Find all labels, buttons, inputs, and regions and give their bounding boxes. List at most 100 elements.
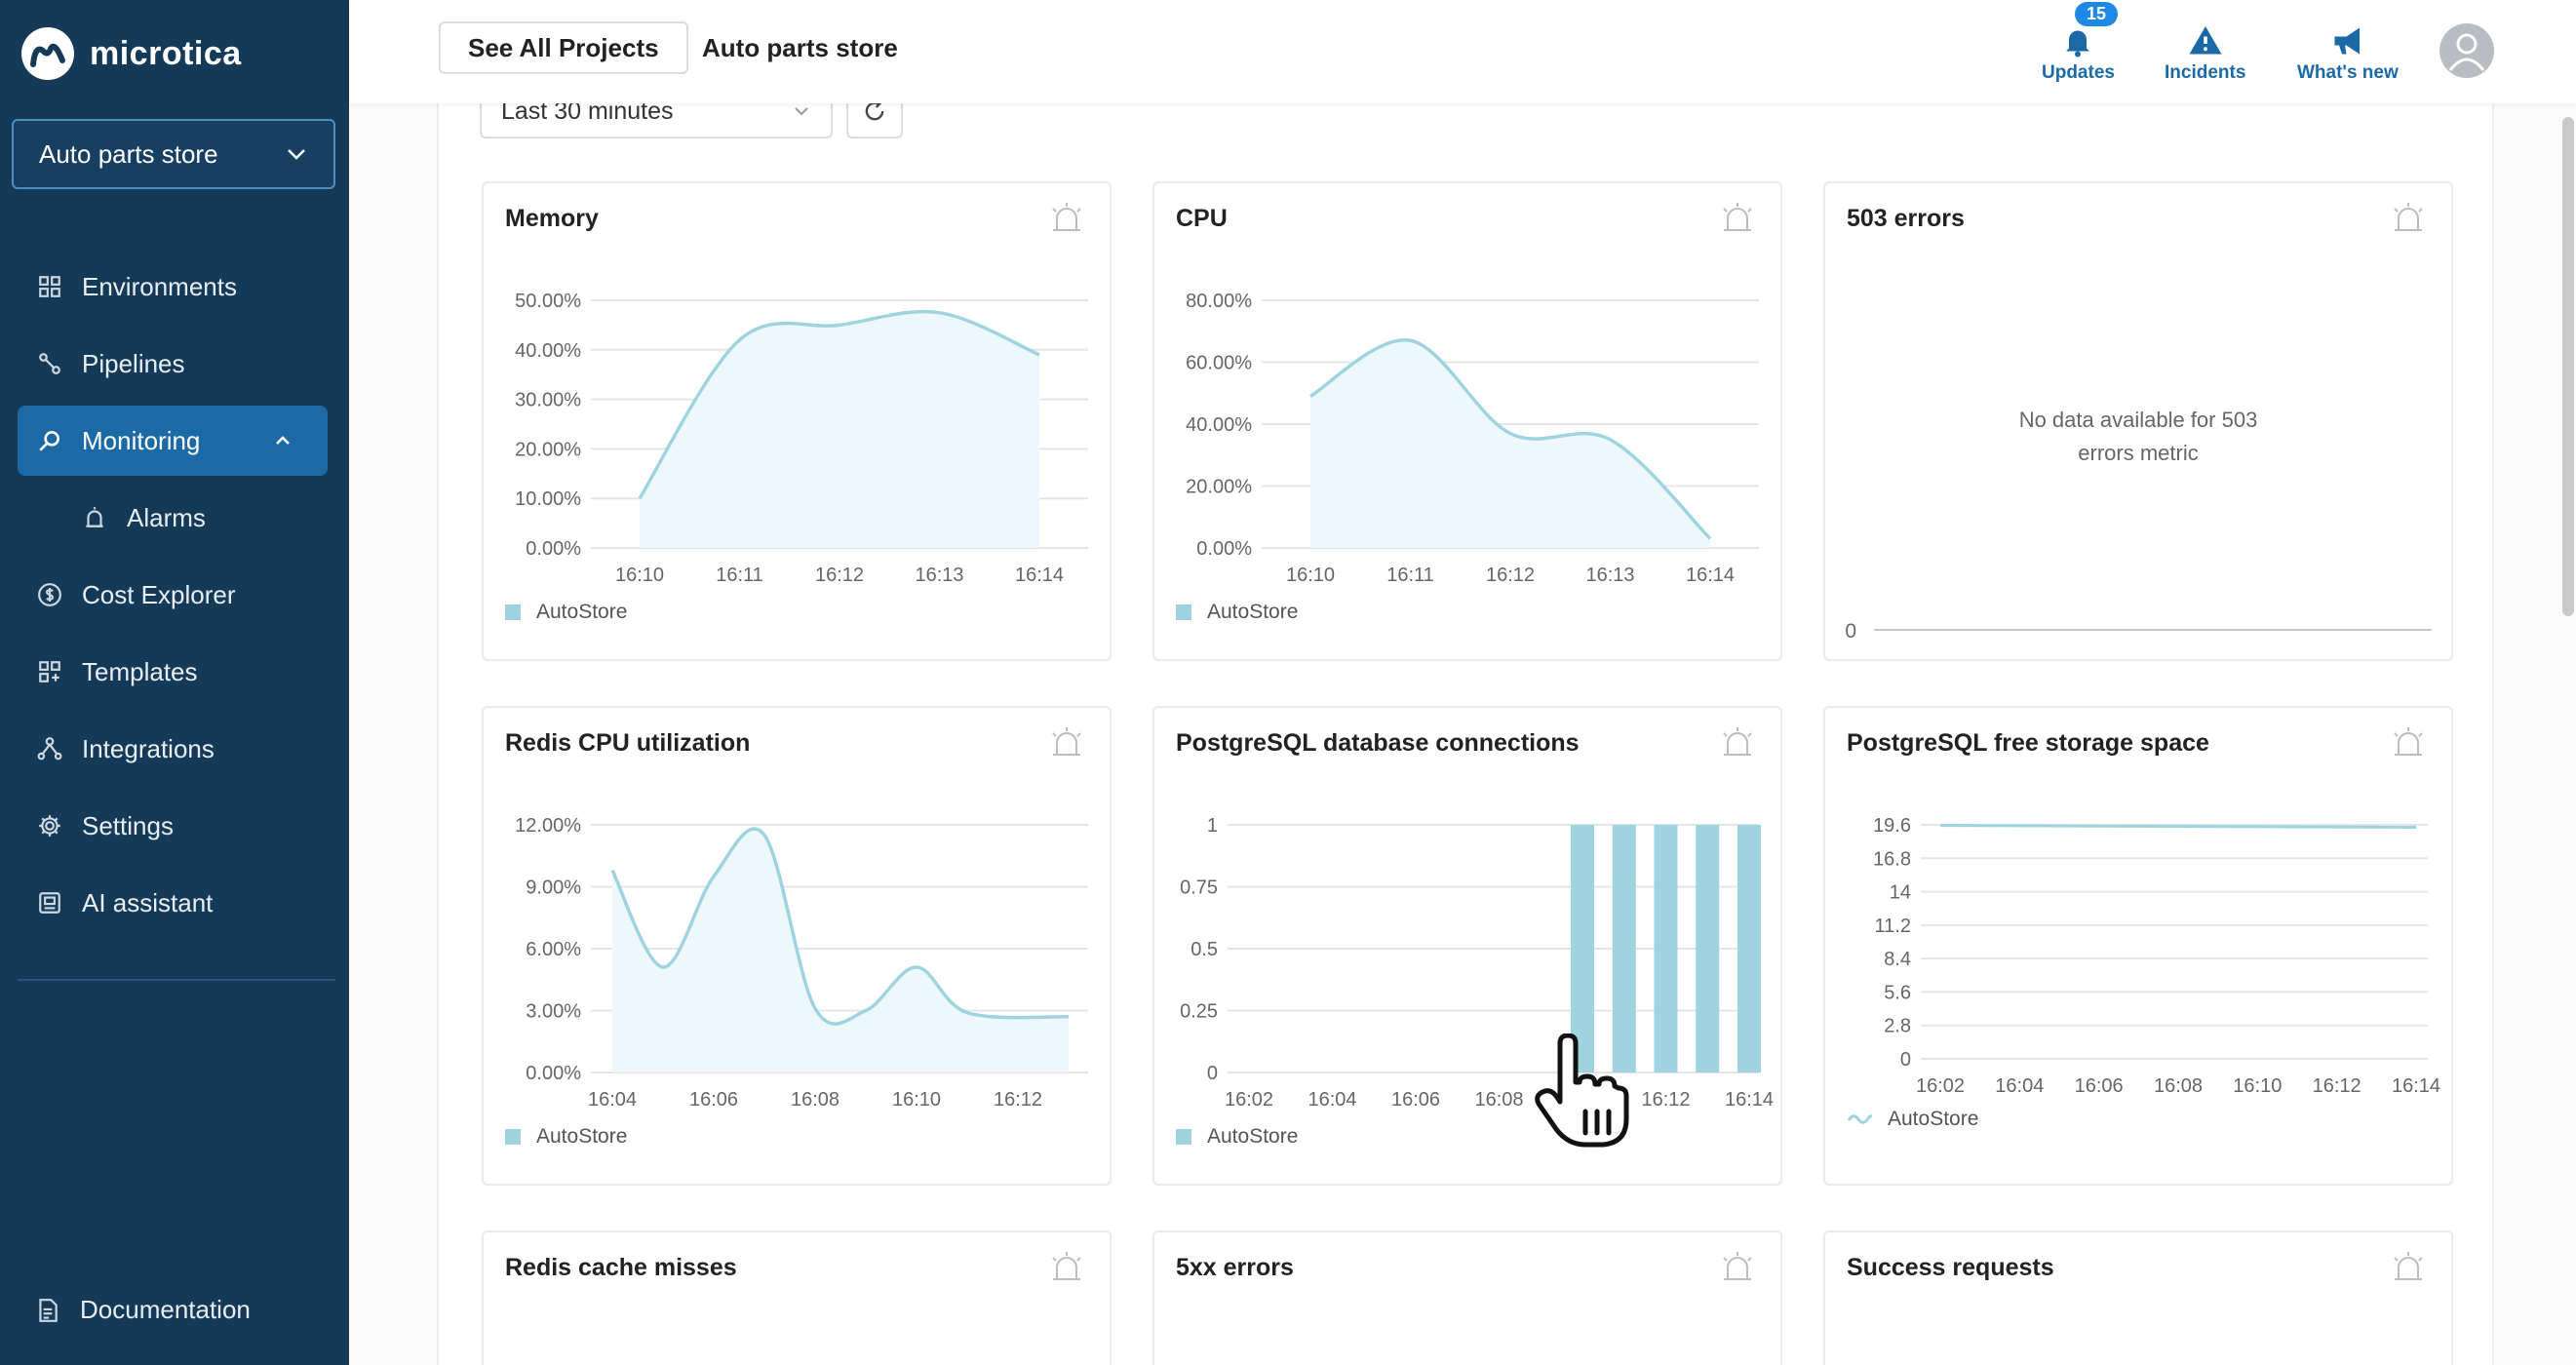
series-line xyxy=(610,827,1070,1026)
sidebar-item-documentation[interactable]: Documentation xyxy=(35,1295,251,1325)
x-tick-label: 16:08 xyxy=(1474,1089,1523,1111)
sidebar-item-label: Alarms xyxy=(127,502,206,532)
chart-card-pg-storage: PostgreSQL free storage space 0 2.8 5.6 8.4… xyxy=(1823,706,2453,1186)
avatar[interactable] xyxy=(2439,23,2494,78)
x-tick-label: 16:12 xyxy=(1641,1089,1690,1111)
top-header: See All Projects Auto parts store 15 Upd… xyxy=(349,0,2576,103)
chart-card-cpu: CPU 0.00% 20.00% 40.00% 60.00% 80.00% 16:10 16… xyxy=(1152,181,1782,661)
sidebar-item-ai-assistant[interactable]: AI assistant xyxy=(18,868,328,938)
updates-button[interactable]: 15 Updates xyxy=(2042,2,2119,84)
sidebar-item-cost-explorer[interactable]: Cost Explorer xyxy=(18,560,328,630)
alarm-add-icon[interactable] xyxy=(1718,723,1757,762)
sidebar-item-pipelines[interactable]: Pipelines xyxy=(18,329,328,399)
megaphone-icon xyxy=(2334,27,2360,55)
chart-plot: 00.250.50.75116:0216:0416:0616:0816:1016… xyxy=(1180,815,1774,1111)
pipeline-icon xyxy=(39,353,60,374)
y-tick-label: 0.75 xyxy=(1180,878,1218,899)
y-tick-label: 0.00% xyxy=(526,1063,581,1084)
y-tick-label: 30.00% xyxy=(515,390,581,411)
incidents-button[interactable]: Incidents xyxy=(2165,23,2245,84)
y-tick-label: 40.00% xyxy=(1186,414,1252,436)
legend-swatch xyxy=(505,1129,521,1145)
y-tick-label: 50.00% xyxy=(515,291,581,312)
microtica-logo-icon xyxy=(21,27,74,80)
y-tick-label: 0.5 xyxy=(1190,939,1218,960)
line-series-icon xyxy=(1847,1114,1873,1124)
y-tick-label: 0 xyxy=(1845,620,1856,643)
sidebar-item-label: Integrations xyxy=(82,733,215,763)
page-scrollbar[interactable] xyxy=(2562,117,2574,616)
sidebar-nav: Environments Pipelines Monitoring Alarms… xyxy=(18,252,328,945)
x-tick-label: 16:13 xyxy=(915,565,963,586)
series-area xyxy=(612,829,1069,1072)
incidents-label: Incidents xyxy=(2165,62,2246,83)
whats-new-button[interactable]: What's new xyxy=(2297,23,2399,84)
alarm-add-icon[interactable] xyxy=(2389,199,2428,238)
sidebar-item-integrations[interactable]: Integrations xyxy=(18,714,328,784)
series-line xyxy=(1309,338,1712,540)
ai-icon xyxy=(39,892,60,914)
chart-card-pg-connections: PostgreSQL database connections 0 0.25 0.5… xyxy=(1152,706,1782,1186)
chart-card-redis-cache-misses: Redis cache misses xyxy=(482,1230,1112,1365)
bar xyxy=(1696,825,1720,1072)
chart-legend: AutoStore xyxy=(505,1125,627,1149)
y-tick-label: 0.00% xyxy=(1196,538,1252,560)
x-tick-label: 16:04 xyxy=(1308,1089,1356,1111)
sidebar-item-monitoring[interactable]: Monitoring xyxy=(18,406,328,476)
whats-new-label: What's new xyxy=(2297,62,2399,83)
chart-title: 5xx errors xyxy=(1176,1254,1294,1281)
chart-title: PostgreSQL database connections xyxy=(1176,729,1580,757)
chart-plot: 0.00% 20.00% 40.00% 60.00% 80.00% 16:10 16:11 1… xyxy=(1186,291,1759,586)
series-line xyxy=(638,309,1040,500)
x-tick-label: 16:02 xyxy=(1916,1075,1965,1097)
sidebar-item-environments[interactable]: Environments xyxy=(18,252,328,322)
y-tick-label: 0 xyxy=(1900,1049,1911,1071)
alarm-add-icon[interactable] xyxy=(1718,199,1757,238)
sidebar-item-alarms[interactable]: Alarms xyxy=(18,483,328,553)
x-tick-label: 16:10 xyxy=(892,1089,941,1111)
breadcrumb: Auto parts store xyxy=(702,33,898,62)
empty-state-line: No data available for 503 xyxy=(2018,408,2258,432)
templates-icon xyxy=(39,661,60,682)
x-tick-label: 16:04 xyxy=(1995,1075,2044,1097)
chevron-down-icon xyxy=(288,149,305,160)
y-tick-label: 0.25 xyxy=(1180,1001,1218,1023)
hand-cursor-icon xyxy=(1535,1034,1629,1148)
y-tick-label: 8.4 xyxy=(1884,949,1911,970)
project-selector[interactable]: Auto parts store xyxy=(12,119,335,189)
brand-logo[interactable]: microtica xyxy=(21,27,242,80)
legend-label: AutoStore xyxy=(536,601,628,623)
y-tick-label: 80.00% xyxy=(1186,291,1252,312)
y-tick-label: 1 xyxy=(1207,815,1218,837)
alarm-add-icon[interactable] xyxy=(1047,1248,1086,1287)
y-tick-label: 16.8 xyxy=(1873,848,1911,870)
chart-legend: AutoStore xyxy=(1176,601,1298,624)
series-area xyxy=(1310,339,1710,548)
sidebar-item-label: Documentation xyxy=(80,1295,251,1324)
alarm-add-icon[interactable] xyxy=(1718,1248,1757,1287)
sidebar-item-label: Templates xyxy=(82,656,198,686)
dollar-icon xyxy=(38,583,61,606)
x-tick-label: 16:12 xyxy=(2313,1075,2361,1097)
chart-title: CPU xyxy=(1176,205,1228,232)
y-tick-label: 19.6 xyxy=(1873,815,1911,837)
legend-label: AutoStore xyxy=(1888,1108,1979,1130)
sidebar: microtica Auto parts store Environments … xyxy=(0,0,349,1365)
y-tick-label: 9.00% xyxy=(526,878,581,899)
legend-swatch xyxy=(1176,604,1191,620)
alarm-add-icon[interactable] xyxy=(1047,723,1086,762)
alarm-add-icon[interactable] xyxy=(2389,1248,2428,1287)
chart-card-503-errors: 503 errors No data available for 503 err… xyxy=(1823,181,2453,661)
x-tick-label: 16:08 xyxy=(791,1089,839,1111)
search-icon xyxy=(39,431,59,451)
chart-plot: 0 2.8 5.6 8.4 11.2 14 16.8 19.6 16:02 16:04 16:06 1… xyxy=(1873,815,2440,1097)
sidebar-item-settings[interactable]: Settings xyxy=(18,791,328,861)
sidebar-item-templates[interactable]: Templates xyxy=(18,637,328,707)
alarm-add-icon[interactable] xyxy=(1047,199,1086,238)
bar xyxy=(1737,825,1761,1072)
alarm-icon xyxy=(86,507,103,527)
sidebar-item-label: Pipelines xyxy=(82,348,185,378)
y-tick-label: 0.00% xyxy=(526,538,581,560)
alarm-add-icon[interactable] xyxy=(2389,723,2428,762)
see-all-projects-button[interactable]: See All Projects xyxy=(439,21,688,74)
